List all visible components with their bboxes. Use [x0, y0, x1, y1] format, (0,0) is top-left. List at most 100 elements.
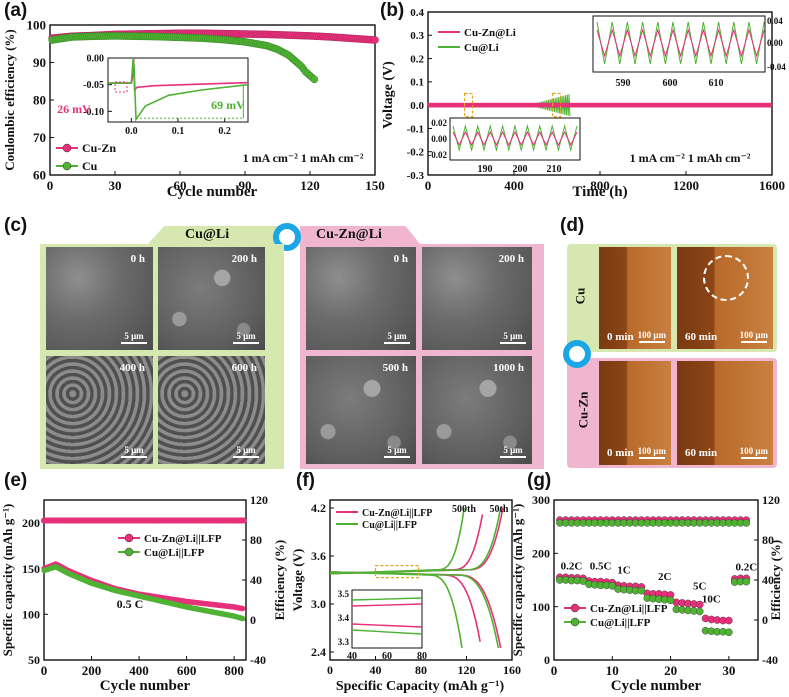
e-right-ytick-label: 120	[250, 493, 268, 507]
f-inset-line-cuzn-charge	[351, 603, 423, 607]
optical-cu-60min: 60 min 100 μm	[677, 247, 773, 349]
e-xtick-label: 200	[82, 663, 102, 678]
b-ytick-label: -0.3	[407, 170, 425, 182]
g-rate-label: 0.5C	[590, 560, 612, 572]
f-legend-cu-label: Cu@Li||LFP	[362, 520, 417, 531]
g-xlabel: Cycle number	[611, 678, 702, 694]
b-inset1-frame	[592, 15, 766, 73]
f-inset-ytick-label: 3.4	[338, 613, 350, 623]
g-right-ytick-label: 120	[762, 493, 780, 507]
g-xtick-label: 10	[606, 663, 619, 678]
b-inset1-xtick-label: 600	[663, 78, 678, 89]
g-point-cu	[666, 596, 675, 605]
e-rate-label: 0.5 C	[117, 597, 144, 611]
b-inset2-xtick-label: 200	[513, 164, 528, 175]
a-ytick-label: 60	[33, 168, 46, 183]
a-annotation: 1 mA cm⁻² 1 mAh cm⁻²	[243, 151, 364, 165]
g-right-ytick-label: 80	[762, 533, 774, 547]
optical-cu-0min: 0 min 100 μm	[599, 247, 671, 349]
b-xlabel: Time (h)	[572, 184, 627, 200]
b-zoom-box-1	[463, 92, 474, 118]
a-point-cu	[310, 75, 319, 84]
g-right-ytick-label: -40	[762, 653, 778, 667]
b-inset1-ytick-label: 0.00	[767, 38, 783, 48]
panel-label-d: (d)	[560, 215, 585, 236]
e-right-ytick-label: -40	[250, 653, 266, 667]
b-inset2-ytick-label: 0.02	[431, 118, 447, 128]
b-inset1-curve-cuzn	[596, 28, 765, 58]
g-rate-label: 2C	[658, 571, 672, 583]
g-right-ytick-label: 0	[762, 613, 768, 627]
a-xtick-label: 0	[47, 178, 54, 193]
sem-cuzn-200h: 200 h 5 μm	[422, 247, 532, 350]
a-inset-curve-cu	[108, 57, 249, 122]
a-ytick-label: 70	[33, 130, 46, 145]
a-ytick-label: 90	[33, 55, 46, 70]
e-right-ytick-label: 40	[250, 573, 262, 587]
b-inset2-ytick-label: -0.02	[428, 150, 447, 160]
g-ytick-label: 300	[532, 493, 550, 507]
panel-label-b: (b)	[380, 0, 405, 21]
dendrite-circle	[703, 255, 749, 301]
f-ytick-label: 3.6	[311, 549, 326, 563]
a-legend-cu-label: Cu	[82, 159, 98, 173]
sem-cuzn-1000h: 1000 h 5 μm	[422, 356, 532, 464]
a-inset-ytick-label: 0.00	[87, 54, 105, 65]
f-inset-xtick-label: 40	[347, 651, 357, 662]
e-ytick-label: 200	[22, 516, 40, 530]
sem-cuzn-0h: 0 h 5 μm	[306, 247, 416, 350]
f-xtick-label: 160	[503, 663, 521, 677]
b-xtick-label: 1600	[759, 178, 785, 193]
b-xtick-label: 0	[425, 178, 432, 193]
f-cycle-label-50: 50th	[490, 504, 509, 515]
a-inset-frame	[107, 57, 249, 123]
g-point-cuzn	[725, 616, 733, 625]
f-ylabel: Voltage (V)	[290, 549, 305, 612]
f-zoom-box	[374, 564, 420, 579]
f-xlabel: Specific Capacity (mAh g⁻¹)	[336, 679, 505, 694]
e-legend-cuzn-label: Cu-Zn@Li||LFP	[144, 533, 222, 545]
b-legend-cuzn-label: Cu-Zn@Li	[464, 27, 516, 39]
e-ytick-label: 150	[22, 562, 40, 576]
b-zoom-box-2	[552, 92, 562, 118]
a-legend-cuzn-marker	[62, 143, 72, 153]
a-ytick-label: 80	[33, 93, 46, 108]
b-inset1-xtick-label: 610	[709, 78, 724, 89]
g-point-cu	[608, 582, 617, 590]
chart-b: 0 400 800 1200 1600 -0.3 -0.2 -0.1 0.0 0.1 0.2 0.3 0…	[381, 7, 786, 200]
e-xtick-label: 0	[41, 663, 48, 678]
g-point-cu	[637, 586, 646, 595]
b-ytick-label: 0.3	[410, 30, 424, 42]
e-ytick-label: 100	[22, 607, 40, 621]
g-rate-label: 0.2C	[561, 560, 583, 572]
g-legend-cu-label: Cu@Li||LFP	[590, 617, 651, 629]
e-legend-cuzn-marker	[124, 533, 134, 543]
a-inset-ytick-label: -0.10	[83, 107, 104, 118]
cu-header: Cu@Li	[185, 227, 230, 242]
sem-cu-200h: 200 h 5 μm	[158, 247, 265, 350]
a-xtick-label: 150	[365, 178, 385, 193]
a-legend-cu-marker	[62, 161, 72, 171]
f-xtick-label: 80	[415, 663, 427, 677]
g-point-cu	[695, 607, 704, 616]
g-legend-cuzn-label: Cu-Zn@Li||LFP	[590, 603, 668, 615]
f-xtick-label: 0	[327, 663, 333, 677]
b-inset2-xtick-label: 210	[547, 164, 562, 175]
b-inset2-curve-cu	[452, 124, 578, 152]
f-ytick-label: 3.0	[311, 597, 326, 611]
f-inset-line-cu-discharge	[351, 629, 423, 635]
b-inset1-ytick-label: 0.04	[767, 16, 783, 26]
g-legend-cuzn-marker	[570, 603, 580, 613]
g-xtick-label: 20	[664, 663, 677, 678]
f-discharge-curve-3	[329, 571, 463, 649]
panel-label-g: (g)	[527, 470, 552, 491]
e-point-cuzn	[239, 605, 246, 612]
a-ylabel: Coulombic efficiency (%)	[2, 29, 17, 171]
sem-cu-600h: 600 h 5 μm	[158, 356, 265, 464]
e-right-ytick-label: 0	[250, 613, 256, 627]
chart-a: 0 30 60 90 120 150 60 70 80 90 100 Cycle number Coul…	[2, 18, 385, 200]
f-inset-line-cu-charge	[351, 597, 423, 601]
a-inset-box	[114, 81, 128, 93]
optical-cuzn-0min: 0 min 100 μm	[599, 361, 671, 465]
